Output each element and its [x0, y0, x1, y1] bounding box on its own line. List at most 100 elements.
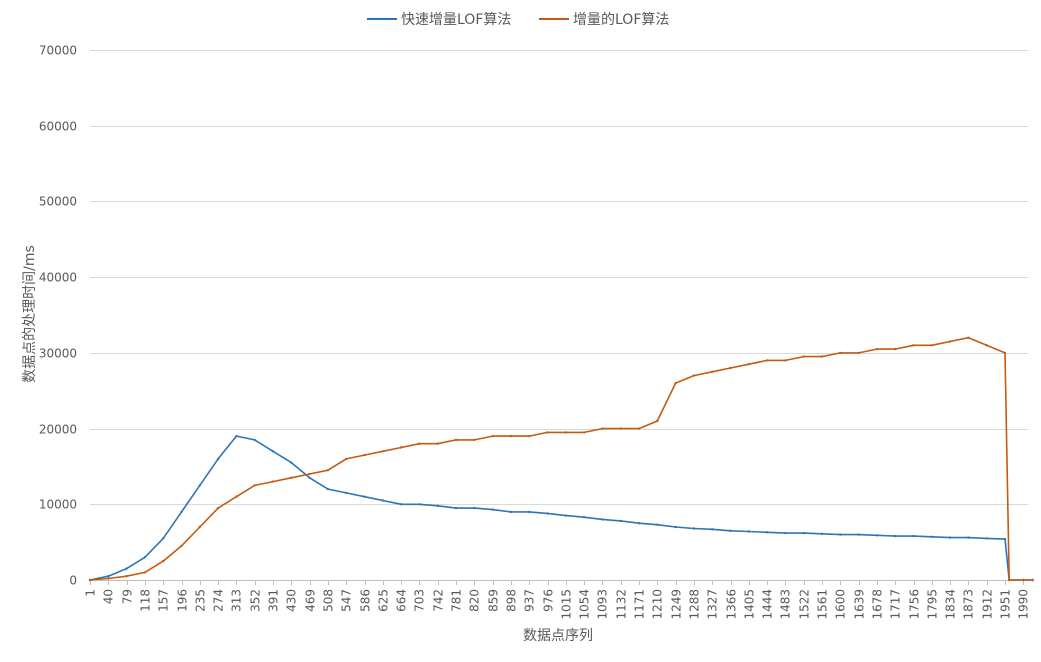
data-point [454, 506, 458, 510]
y-tick-label: 50000 [39, 195, 77, 209]
x-tick-label: 1366 [725, 589, 739, 620]
data-point [88, 578, 92, 582]
data-point [290, 476, 293, 479]
data-point [107, 575, 110, 578]
data-point [381, 499, 384, 502]
data-point [894, 534, 897, 538]
x-tick-label: 313 [230, 589, 244, 612]
data-point [454, 438, 458, 442]
x-tick-label: 1561 [816, 589, 830, 620]
x-tick-label: 1 [84, 589, 98, 597]
data-point [784, 531, 787, 535]
data-point [143, 556, 147, 559]
data-point [308, 476, 311, 479]
x-tick-label: 1132 [615, 589, 629, 620]
data-point [162, 559, 165, 563]
x-tick-label: 1522 [798, 589, 812, 620]
x-tick-label: 742 [432, 589, 446, 612]
x-axis: 1 40 79 118 157 196 235 274 313 352 391 430 469 508 54… [84, 580, 1031, 620]
x-tick-label: 625 [377, 589, 391, 612]
data-point [363, 495, 366, 498]
series-lines [88, 336, 1034, 582]
data-point [656, 523, 659, 526]
data-point [802, 531, 805, 535]
data-point [326, 487, 330, 491]
data-point [345, 491, 348, 495]
data-point [125, 567, 128, 570]
data-point [418, 442, 421, 445]
x-tick-label: 703 [413, 589, 427, 612]
x-tick-label: 352 [249, 589, 263, 612]
data-point [107, 577, 110, 580]
data-point [345, 457, 348, 461]
y-tick-label: 40000 [39, 271, 77, 285]
data-point [143, 571, 147, 574]
x-tick-label: 1210 [651, 589, 665, 620]
x-tick-label: 274 [212, 589, 226, 612]
data-point [564, 431, 567, 434]
series-line-incremental-lof [89, 336, 1033, 581]
data-point [473, 438, 476, 442]
data-point [839, 533, 842, 536]
data-point [802, 355, 805, 358]
x-tick-label: 1015 [560, 589, 574, 620]
data-point [125, 575, 128, 578]
y-tick-label: 0 [69, 574, 77, 588]
data-point [198, 525, 201, 529]
data-point [418, 503, 421, 506]
data-point [711, 528, 714, 531]
data-point [271, 480, 275, 483]
y-tick-label: 10000 [39, 498, 77, 512]
x-tick-label: 586 [359, 589, 373, 612]
data-point [619, 519, 622, 523]
data-point [253, 484, 256, 487]
x-tick-label: 391 [267, 589, 281, 612]
x-tick-label: 1795 [926, 589, 940, 620]
x-tick-label: 235 [194, 589, 208, 612]
x-tick-label: 1951 [999, 589, 1013, 620]
data-point [381, 450, 384, 453]
data-point [1022, 578, 1025, 582]
x-tick-label: 1288 [688, 589, 702, 620]
data-point [985, 537, 988, 540]
x-tick-label: 1873 [962, 589, 976, 620]
legend-label-incremental: 增量的LOF算法 [573, 12, 669, 28]
data-point [399, 446, 403, 449]
data-point [491, 508, 494, 511]
data-point [546, 512, 549, 515]
data-point [747, 530, 750, 533]
data-point [528, 434, 531, 438]
data-point [711, 370, 714, 373]
data-point [546, 431, 549, 434]
legend: 快速增量LOF算法 增量的LOF算法 [367, 12, 669, 28]
x-tick-label: 547 [340, 589, 354, 612]
data-point [894, 347, 897, 351]
data-point [619, 427, 622, 430]
data-point [253, 438, 256, 442]
data-point [912, 344, 915, 347]
data-point [967, 336, 970, 339]
x-tick-label: 508 [322, 589, 336, 612]
x-tick-label: 430 [285, 589, 299, 612]
data-point [601, 427, 604, 430]
data-point [674, 525, 677, 529]
x-tick-label: 79 [121, 589, 135, 604]
data-point [509, 434, 513, 438]
data-point [436, 504, 439, 507]
data-point [985, 344, 988, 347]
data-point [857, 351, 860, 355]
gridlines [90, 50, 1028, 581]
x-tick-label: 1639 [853, 589, 867, 620]
data-point [656, 419, 659, 423]
data-point [326, 469, 330, 472]
x-tick-label: 196 [176, 589, 190, 612]
x-tick-label: 118 [139, 589, 153, 612]
x-tick-label: 157 [157, 589, 171, 612]
x-tick-label: 976 [542, 589, 556, 612]
data-point [765, 359, 769, 362]
data-point [875, 347, 879, 351]
x-tick-label: 937 [523, 589, 537, 612]
data-point [1003, 351, 1007, 355]
data-point [271, 450, 275, 453]
